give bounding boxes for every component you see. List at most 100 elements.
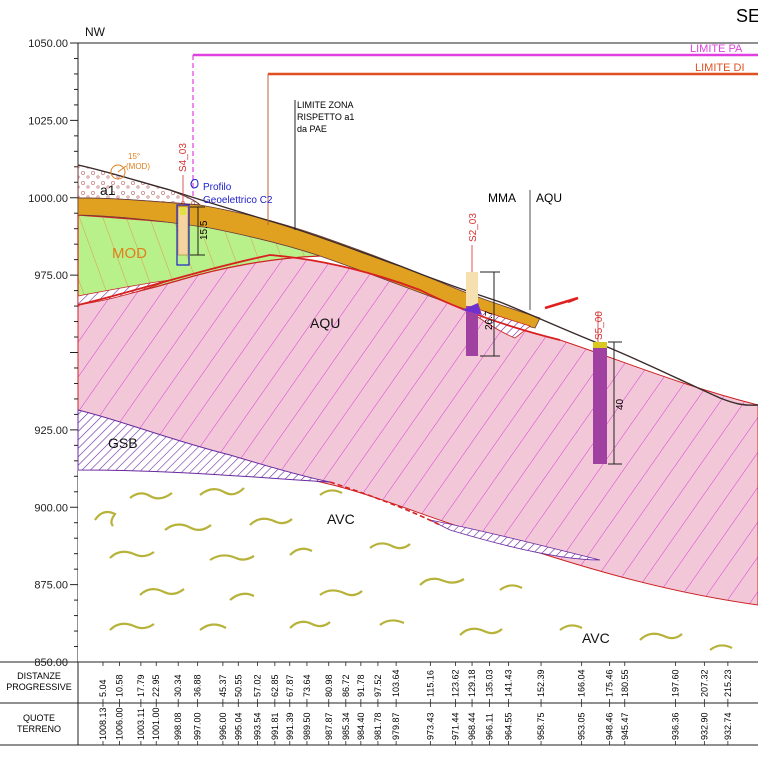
elevation-cell: 932.90 bbox=[699, 712, 709, 740]
distance-cell: 36.88 bbox=[193, 674, 203, 697]
elevation-cell: 948.46 bbox=[605, 712, 615, 740]
elevation-cell: 984.40 bbox=[356, 712, 366, 740]
avc-region bbox=[78, 469, 758, 662]
limit-di-label: LIMITE DI bbox=[695, 62, 745, 74]
distance-cell: 103.64 bbox=[391, 669, 401, 697]
distance-cell: 135.03 bbox=[484, 669, 494, 697]
elevation-cell: 991.81 bbox=[270, 712, 280, 740]
limit-zona-label-3: da PAE bbox=[297, 124, 327, 134]
elevation-cell: 971.44 bbox=[451, 712, 461, 740]
elevation-cell: 979.87 bbox=[391, 712, 401, 740]
elevation-cell: 936.36 bbox=[670, 712, 680, 740]
limit-zona-label-1: LIMITE ZONA bbox=[297, 100, 354, 110]
distance-cell: 91.78 bbox=[356, 674, 366, 697]
dip-symbol: 15° (MOD) bbox=[110, 152, 150, 180]
distance-cell: 97.52 bbox=[373, 674, 383, 697]
elevation-cell: 973.43 bbox=[425, 712, 435, 740]
distance-cell: 67.87 bbox=[285, 674, 295, 697]
elevation-tick-label: 975.00 bbox=[34, 270, 68, 282]
elevation-cell: 985.34 bbox=[341, 712, 351, 740]
borehole-s4-03: S4_03 15.5 bbox=[177, 143, 210, 256]
distance-cell: 50.55 bbox=[233, 674, 243, 697]
borehole-s5-00: S5_00 40 bbox=[593, 311, 626, 465]
direction-label: NW bbox=[85, 25, 106, 39]
distance-cell: 180.55 bbox=[620, 669, 630, 697]
aqu-upper-label: AQU bbox=[536, 191, 562, 205]
avc-label-1: AVC bbox=[327, 511, 355, 527]
elevation-cell: 995.04 bbox=[233, 712, 243, 740]
aqu-top-contact bbox=[77, 254, 561, 341]
profile-label-2: Geoelettrico C2 bbox=[203, 195, 273, 206]
distance-cell: 30.34 bbox=[173, 674, 183, 697]
mma-label: MMA bbox=[488, 191, 516, 205]
elevation-cell: 966.11 bbox=[484, 713, 494, 740]
elevation-tick-label: 1050.00 bbox=[28, 38, 68, 50]
distance-cell: 166.04 bbox=[577, 669, 587, 697]
elevation-cell: 1006.00 bbox=[114, 707, 124, 740]
distance-cell: 62.85 bbox=[270, 674, 280, 697]
elevation-cell: 993.54 bbox=[253, 712, 263, 740]
section-code: SE bbox=[736, 6, 758, 26]
distance-cell: 10.58 bbox=[114, 674, 124, 697]
elevation-tick-label: 850.00 bbox=[34, 657, 68, 669]
avc-squiggles bbox=[94, 487, 733, 651]
elevation-cell: 932.74 bbox=[723, 712, 733, 740]
elevation-cell: 1001.00 bbox=[151, 707, 161, 740]
elevation-cell: 989.50 bbox=[302, 712, 312, 740]
distance-cell: 197.60 bbox=[670, 669, 680, 697]
gsb-label: GSB bbox=[108, 435, 138, 451]
data-table: DISTANZE PROGRESSIVE QUOTE TERRENO 5.04 1… bbox=[0, 661, 758, 746]
distance-cell: 22.95 bbox=[151, 674, 161, 697]
distance-cell: 57.02 bbox=[253, 674, 263, 697]
elevation-cell: 945.47 bbox=[620, 712, 630, 740]
elevation-tick-label: 1025.00 bbox=[28, 115, 68, 127]
borehole-s4-03-name: S4_03 bbox=[178, 143, 189, 172]
distance-cell: 175.46 bbox=[605, 669, 615, 697]
elevation-tick-label: 1000.00 bbox=[28, 193, 68, 205]
distance-cell: 86.72 bbox=[341, 674, 351, 697]
elevation-cell: 981.78 bbox=[373, 712, 383, 740]
elevation-cell: 968.44 bbox=[467, 712, 477, 740]
distance-cell: 80.98 bbox=[324, 674, 334, 697]
distance-cell: 17.79 bbox=[136, 674, 146, 697]
elevations-title-2: TERRENO bbox=[17, 724, 61, 734]
distance-cell: 207.32 bbox=[699, 669, 709, 697]
elevation-cell: 998.08 bbox=[173, 712, 183, 740]
elevation-tick-label: 900.00 bbox=[34, 502, 68, 514]
elevation-tick-label: 925.00 bbox=[34, 425, 68, 437]
a1-label: a1 bbox=[100, 182, 116, 198]
ground-surface bbox=[77, 164, 758, 406]
borehole-s5-00-depth: 40 bbox=[615, 398, 626, 410]
distance-cell: 141.43 bbox=[503, 669, 513, 697]
aqu-label: AQU bbox=[310, 315, 340, 331]
avc-label-2: AVC bbox=[582, 630, 610, 646]
profile-label-1: Profilo bbox=[203, 182, 232, 193]
borehole-s2-03-depth: 26.7 bbox=[484, 310, 495, 330]
distances-title-2: PROGRESSIVE bbox=[6, 682, 72, 692]
gsb-lens bbox=[429, 519, 601, 561]
elevation-cell: 991.39 bbox=[285, 712, 295, 740]
avc-contact-dashed bbox=[329, 481, 441, 526]
elevation-cell: 996.00 bbox=[218, 712, 228, 740]
elevation-tick-label: 875.00 bbox=[34, 580, 68, 592]
distances-title-1: DISTANZE bbox=[17, 671, 61, 681]
elevations-title-1: QUOTE bbox=[23, 713, 55, 723]
elevation-cell: 958.75 bbox=[536, 712, 546, 740]
gsb-region bbox=[77, 409, 331, 483]
borehole-s2-03-name: S2_03 bbox=[468, 213, 479, 242]
distance-cell: 73.64 bbox=[302, 674, 312, 697]
borehole-s5-00-name: S5_00 bbox=[594, 311, 605, 340]
mod-label: MOD bbox=[112, 245, 147, 262]
distance-cell: 129.18 bbox=[467, 669, 477, 697]
elevation-cell: 1003.11 bbox=[136, 708, 146, 740]
borehole-s2-03: S2_03 26.7 bbox=[462, 213, 500, 357]
elevation-cell: 1008.13 bbox=[98, 707, 108, 740]
elevation-cell: 953.05 bbox=[577, 712, 587, 740]
limit-zona-label-2: RISPETTO a1 bbox=[297, 112, 354, 122]
distance-cell: 5.04 bbox=[98, 679, 108, 697]
distance-cell: 45.37 bbox=[218, 674, 228, 697]
elevation-cell: 987.87 bbox=[324, 712, 334, 740]
distance-cell: 123.62 bbox=[451, 669, 461, 697]
